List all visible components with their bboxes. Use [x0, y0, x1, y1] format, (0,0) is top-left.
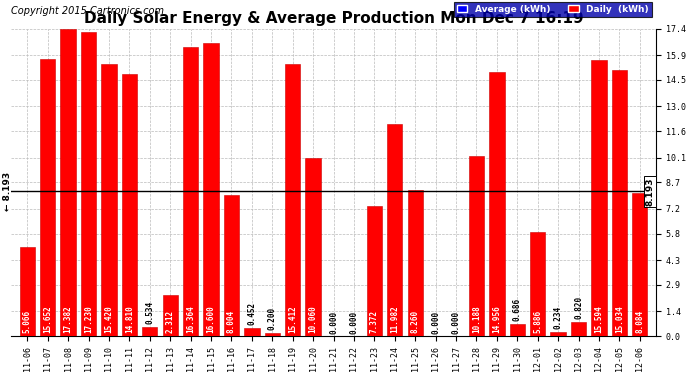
Bar: [489, 72, 504, 336]
Text: 17.382: 17.382: [63, 306, 72, 333]
Text: 7.372: 7.372: [370, 310, 379, 333]
Bar: [61, 29, 76, 336]
Text: 10.188: 10.188: [472, 306, 481, 333]
Text: 11.982: 11.982: [391, 306, 400, 333]
Bar: [121, 74, 137, 336]
Bar: [530, 232, 545, 336]
Text: 0.234: 0.234: [553, 306, 562, 329]
Text: 8.004: 8.004: [227, 310, 236, 333]
Bar: [142, 327, 157, 336]
Text: 17.230: 17.230: [84, 306, 93, 333]
Text: 0.686: 0.686: [513, 298, 522, 321]
Text: 10.060: 10.060: [308, 306, 317, 333]
Text: 14.956: 14.956: [493, 306, 502, 333]
Bar: [551, 332, 566, 336]
Bar: [265, 333, 280, 336]
Bar: [244, 328, 259, 336]
Bar: [163, 295, 178, 336]
Text: 15.034: 15.034: [615, 306, 624, 333]
Bar: [469, 156, 484, 336]
Text: 15.594: 15.594: [595, 306, 604, 333]
Text: 8.193: 8.193: [645, 177, 655, 206]
Legend: Average (kWh), Daily  (kWh): Average (kWh), Daily (kWh): [454, 2, 651, 17]
Text: 0.000: 0.000: [349, 311, 358, 334]
Bar: [510, 324, 525, 336]
Text: 0.000: 0.000: [431, 311, 440, 334]
Text: ← 8.193: ← 8.193: [3, 172, 12, 211]
Bar: [387, 124, 402, 336]
Text: 0.000: 0.000: [451, 311, 460, 334]
Bar: [285, 64, 300, 336]
Bar: [408, 190, 423, 336]
Text: 15.412: 15.412: [288, 306, 297, 333]
Bar: [612, 70, 627, 336]
Text: 16.600: 16.600: [206, 306, 215, 333]
Bar: [366, 206, 382, 336]
Bar: [101, 63, 117, 336]
Text: 0.200: 0.200: [268, 307, 277, 330]
Bar: [40, 59, 55, 336]
Text: 0.820: 0.820: [574, 296, 583, 319]
Text: 2.312: 2.312: [166, 310, 175, 333]
Text: 8.084: 8.084: [635, 310, 644, 333]
Text: 0.000: 0.000: [329, 311, 338, 334]
Bar: [81, 32, 96, 336]
Title: Daily Solar Energy & Average Production Mon Dec 7 16:19: Daily Solar Energy & Average Production …: [83, 11, 583, 26]
Bar: [224, 195, 239, 336]
Text: Copyright 2015 Cartronics.com: Copyright 2015 Cartronics.com: [11, 6, 164, 16]
Text: 0.452: 0.452: [247, 302, 257, 326]
Text: 15.652: 15.652: [43, 306, 52, 333]
Text: 0.534: 0.534: [146, 301, 155, 324]
Bar: [183, 47, 198, 336]
Bar: [204, 43, 219, 336]
Bar: [19, 246, 35, 336]
Text: 15.420: 15.420: [104, 306, 113, 333]
Text: 5.066: 5.066: [23, 310, 32, 333]
Bar: [571, 322, 586, 336]
Text: 8.260: 8.260: [411, 310, 420, 333]
Bar: [632, 193, 647, 336]
Text: 16.364: 16.364: [186, 306, 195, 333]
Bar: [591, 60, 607, 336]
Text: 14.810: 14.810: [125, 306, 134, 333]
Text: 5.886: 5.886: [533, 310, 542, 333]
Bar: [306, 158, 321, 336]
